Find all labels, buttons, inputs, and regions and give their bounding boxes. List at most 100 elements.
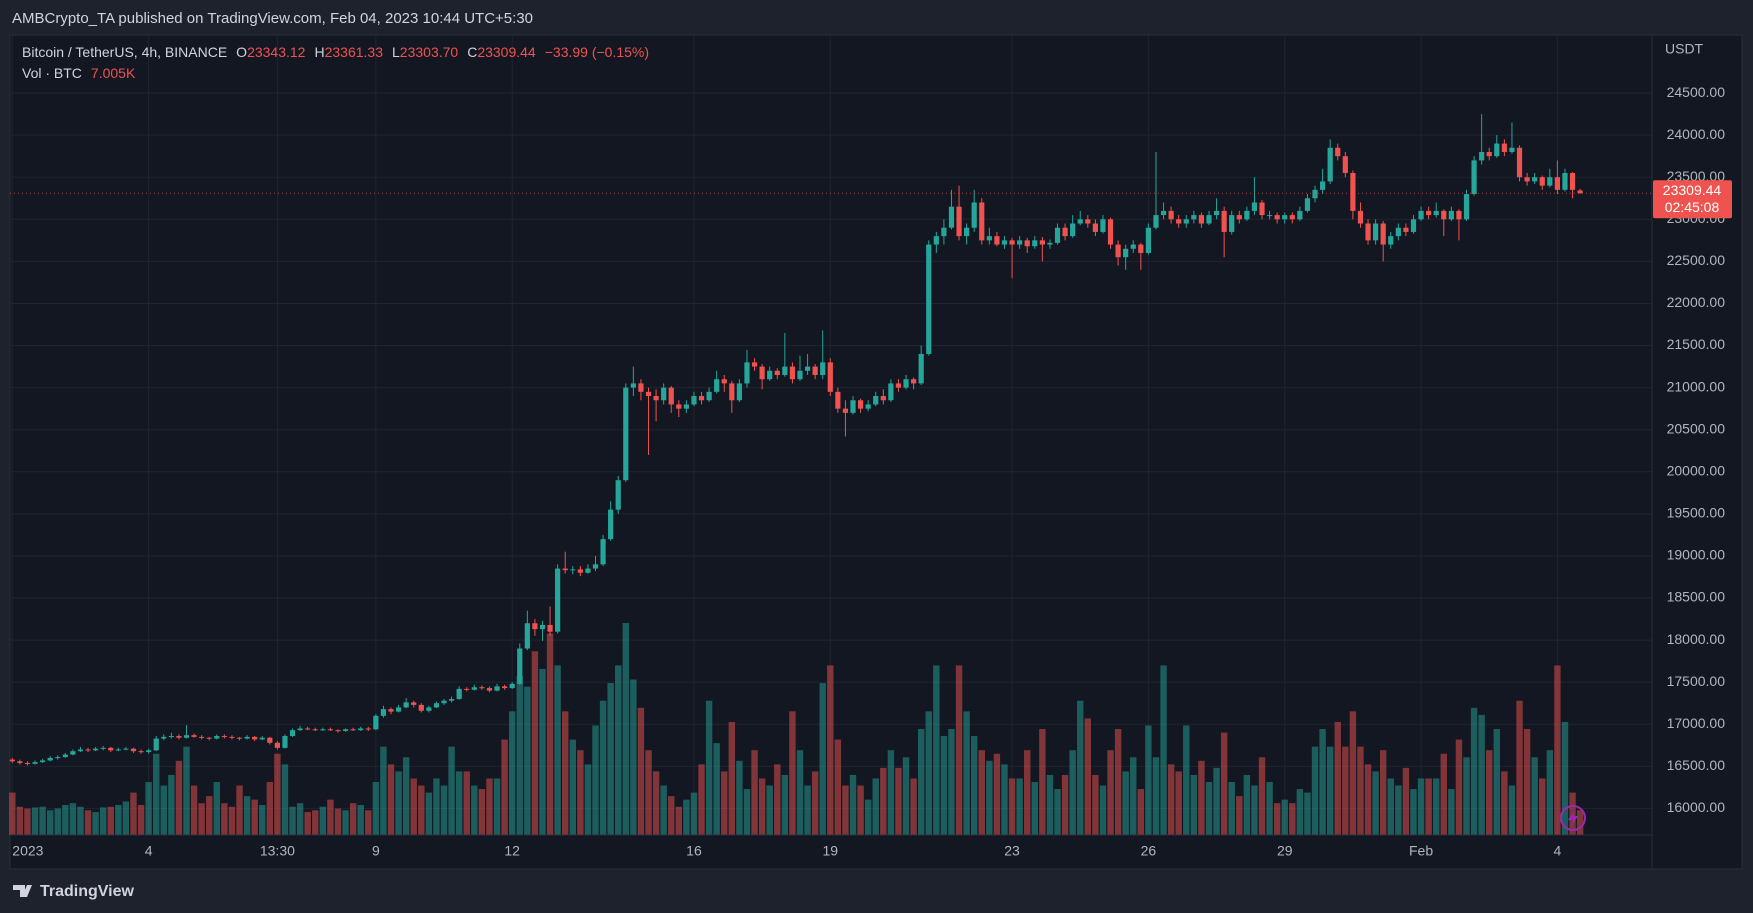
y-tick-label: 19500.00 (1667, 505, 1726, 521)
volume-bar (69, 803, 77, 835)
volume-bar (1137, 789, 1145, 835)
x-tick-label: 16 (686, 843, 702, 859)
candle-body (1335, 147, 1341, 157)
candle-body (441, 700, 447, 704)
volume-bar (804, 785, 811, 835)
legend-c: C (467, 44, 477, 60)
candle-body (1070, 223, 1076, 237)
candle-body (411, 702, 417, 705)
volume-bar (1296, 789, 1304, 835)
volume-bar (1183, 725, 1190, 835)
candle-body (857, 400, 864, 409)
candle-body (380, 709, 387, 716)
candle-body (865, 404, 871, 409)
volume-bar (46, 810, 54, 835)
x-tick-label: 12 (504, 843, 520, 859)
volume-bar (652, 771, 660, 835)
candle-body (729, 383, 735, 401)
candle-body (100, 747, 106, 749)
volume-bar (259, 804, 266, 835)
volume-bar (1342, 746, 1349, 835)
candle-body (676, 404, 682, 409)
candle-body (115, 749, 121, 751)
candle-body (191, 735, 197, 737)
candle-body (1297, 210, 1303, 220)
candle-body (486, 688, 493, 691)
volume-bar (1417, 778, 1425, 835)
candle-body (32, 762, 38, 764)
candle-body (24, 762, 31, 764)
candle-body (252, 736, 258, 740)
volume-bar (1289, 803, 1296, 835)
candle-body (623, 387, 629, 481)
candle-body (744, 362, 750, 384)
volume-bar (751, 750, 758, 835)
candle-body (835, 391, 841, 409)
candle-body (267, 737, 273, 743)
candle-body (1251, 202, 1258, 211)
candle-body (600, 539, 606, 565)
candle-body (1304, 198, 1311, 211)
candle-body (1418, 210, 1424, 220)
legend-change: −33.99 (−0.15%) (545, 44, 649, 60)
volume-bar (1455, 739, 1463, 835)
y-tick-label: 18500.00 (1667, 589, 1726, 605)
volume-bar (357, 804, 364, 835)
volume-bar (970, 736, 978, 835)
candle-body (698, 396, 705, 401)
candle-body (630, 383, 636, 388)
legend-close: 23309.44 (477, 44, 536, 60)
candle-body (661, 387, 667, 401)
candle-body (1532, 177, 1538, 182)
volume-bar (607, 683, 614, 835)
volume-bar (1531, 757, 1538, 835)
candle-body (70, 751, 76, 755)
volume-bar (433, 778, 440, 835)
y-tick-label: 17000.00 (1667, 715, 1726, 731)
candle-body (502, 686, 508, 689)
candle-body (820, 362, 826, 375)
volume-bar (584, 764, 592, 835)
x-tick-label: 2023 (12, 843, 43, 859)
candle-body (85, 749, 91, 751)
candle-body (751, 362, 758, 367)
candle-body (448, 699, 455, 701)
volume-bar (1372, 771, 1379, 835)
volume-bar (1561, 721, 1569, 835)
y-tick-label: 18000.00 (1667, 631, 1726, 647)
y-tick-label: 23500.00 (1667, 168, 1726, 184)
volume-bar (539, 668, 546, 835)
replay-icon[interactable] (1560, 805, 1586, 831)
candle-body (1168, 210, 1174, 220)
volume-bar (380, 746, 387, 835)
x-tick-label: Feb (1409, 843, 1433, 859)
volume-bar (781, 774, 789, 835)
volume-bar (1402, 767, 1410, 835)
volume-pane (9, 623, 1584, 835)
candle-body (1032, 240, 1038, 247)
volume-bar (1039, 729, 1046, 835)
volume-bar (1031, 782, 1038, 835)
candle-body (1274, 215, 1280, 220)
volume-bar (1508, 785, 1516, 835)
volume-bar (1516, 700, 1523, 835)
candle-body (1115, 244, 1121, 258)
volume-bar (1273, 803, 1281, 835)
candle-body (403, 702, 409, 708)
candle-body (1516, 147, 1523, 178)
volume-bar (986, 760, 993, 835)
volume-bar (54, 808, 61, 835)
volume-bar (721, 771, 728, 835)
volume-bar (849, 774, 857, 835)
volume-bar (637, 707, 645, 835)
candle-body (1289, 215, 1295, 220)
volume-bar (1190, 774, 1198, 835)
candle-body (1448, 210, 1454, 220)
candle-body (804, 366, 811, 371)
volume-bar (577, 750, 584, 835)
volume-bar (1266, 782, 1273, 835)
volume-bar (153, 753, 160, 835)
volume-bar (827, 665, 834, 835)
candle-body (714, 379, 720, 392)
